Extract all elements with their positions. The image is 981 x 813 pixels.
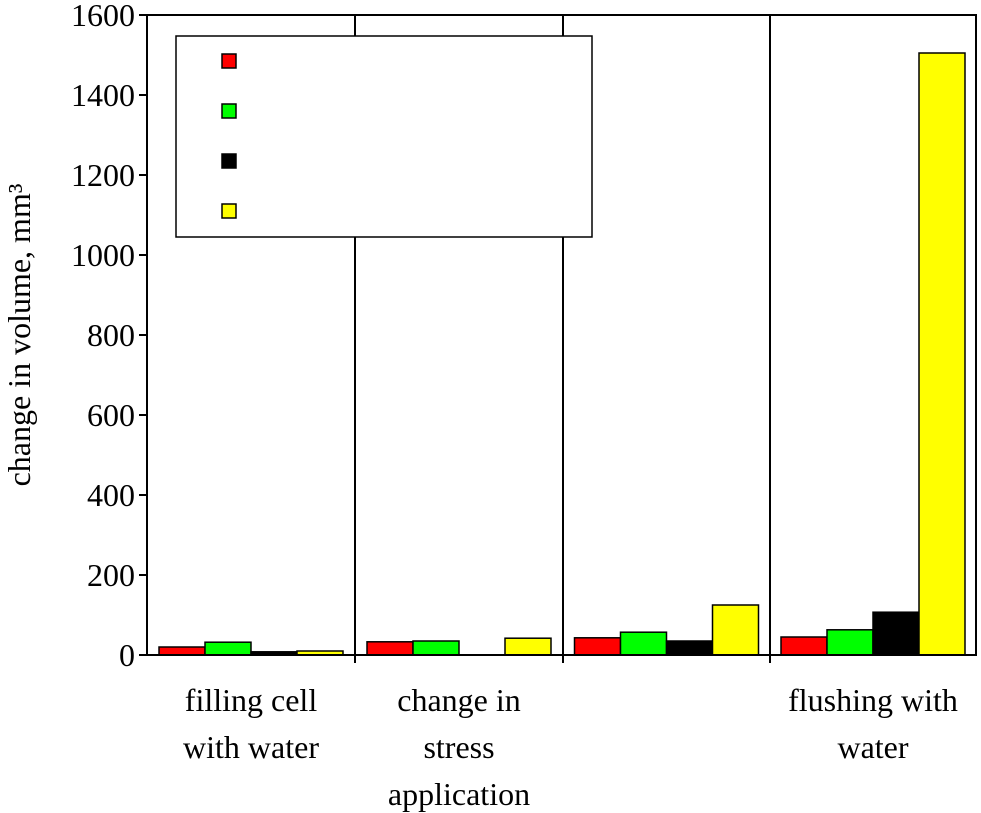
bar [826,629,874,656]
legend-swatch [221,153,237,169]
x-category-label: flushing with [788,682,958,718]
bar [158,646,206,656]
bar [204,641,252,656]
legend-swatch [221,203,237,219]
y-tick-label: 1600 [71,0,135,33]
x-axis-category-labels: filling cell with water change in stress app… [183,682,958,812]
legend-swatch [221,53,237,69]
x-category-label: with water [183,729,319,765]
y-tick-label: 1200 [71,157,135,193]
x-category-label: application [388,776,530,812]
plot-frame [146,14,977,656]
legend-swatch [221,103,237,119]
bar [872,611,920,656]
legend-box [175,35,593,238]
bar [504,637,552,656]
x-category-label: change in [397,682,521,718]
bar [366,641,414,656]
bar [573,637,622,656]
bar [780,636,828,656]
y-tick-label: 1400 [71,77,135,113]
y-tick-label: 600 [87,397,135,433]
bar [412,640,460,656]
x-category-label: water [837,729,908,765]
y-tick-label: 800 [87,317,135,353]
legend [175,35,593,238]
y-tick-label: 1000 [71,237,135,273]
y-tick-label: 200 [87,557,135,593]
y-tick-label: 0 [119,637,135,673]
bar [711,604,760,656]
bar [665,640,714,656]
bar [918,52,966,656]
bar [619,631,668,656]
x-category-label: filling cell [185,682,318,718]
y-axis-ticks: 0 200 400 600 800 1000 1200 1400 1600 [71,0,147,673]
x-category-label: stress [423,729,494,765]
y-tick-label: 400 [87,477,135,513]
y-axis-label: change in volume, mm³ [1,184,37,487]
